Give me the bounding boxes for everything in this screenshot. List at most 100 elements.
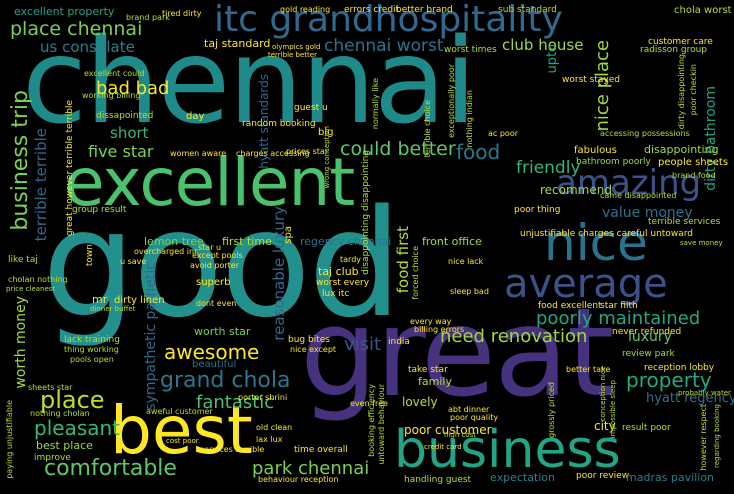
word-handling-guest: handling guest: [404, 475, 472, 485]
word-lovely: lovely: [402, 395, 438, 409]
word-business-trip: business trip: [8, 90, 33, 231]
word-brand-park: brand park: [126, 13, 170, 22]
word-need-renovation: need renovation: [440, 326, 588, 347]
word-impossible-sleep: impossible sleep: [609, 380, 617, 439]
word-great-however-terrible: great however terrible terrible: [65, 100, 75, 237]
word-dinner-buffet: dinner buffet: [90, 305, 136, 313]
word-fabulous: fabulous: [574, 145, 617, 156]
word-pleasant: pleasant: [34, 416, 121, 440]
word-disappointing-disappointing: disappointing disappointing: [361, 150, 371, 275]
word-excellent-property: excellent property: [14, 5, 115, 18]
word-dont-even: dont even: [196, 299, 237, 308]
word-behaviour-reception: behaviour reception: [258, 475, 339, 484]
word-day: day: [186, 111, 205, 122]
word-poor-thing: poor thing: [514, 205, 561, 215]
word-hyatt-regency: hyatt regency: [646, 391, 734, 406]
word-ac-poor: ac poor: [488, 129, 518, 138]
word-nice-lack: nice lack: [448, 257, 484, 266]
word-taj-club: taj club: [318, 265, 359, 278]
word-family: family: [418, 375, 452, 388]
word-services-terrible: services terrible: [200, 445, 265, 454]
word-group-result: group result: [72, 205, 127, 215]
word-town: town: [85, 244, 95, 267]
word-working-billing: working billing: [82, 91, 141, 100]
word-taj-standard: taj standard: [204, 37, 271, 50]
word-wrong-conception: wrong conception: [323, 126, 331, 189]
word-however-respect: however respect: [699, 404, 708, 471]
word-except-pools: except pools: [192, 251, 243, 260]
word-poor-quality: poor quality: [450, 413, 499, 422]
word-bathroom-poorly: bathroom poorly: [576, 157, 651, 167]
word-take-star: take star: [408, 365, 448, 375]
word-sheets-star: sheets star: [28, 383, 73, 392]
word-place-chennai: place chennai: [10, 18, 143, 40]
word-booking-efficiency: booking efficiency: [367, 384, 376, 457]
word-normally-like: normally like: [371, 78, 380, 130]
word-improve: improve: [34, 453, 71, 463]
word-review-park: review park: [622, 349, 675, 359]
word-city: city: [594, 419, 616, 433]
word-worth-money: worth money: [13, 296, 29, 389]
word-itc-grandhospitality: itc grandhospitality: [214, 0, 563, 40]
word-property: property: [626, 368, 712, 392]
word-chola-worst: chola worst: [674, 5, 732, 16]
word-recommend: recommend: [540, 183, 612, 197]
word-even-free: even free: [350, 399, 388, 408]
word-customer-care: customer care: [648, 37, 713, 47]
word-first-time: first time: [222, 235, 272, 248]
word-aweful-customer: aweful customer: [146, 407, 213, 416]
word-never-refunded: never refunded: [612, 327, 682, 337]
word-india: india: [388, 337, 410, 347]
word-food: food: [456, 140, 501, 164]
word-paying-unjustifiable: paying unjustifiable: [5, 400, 14, 479]
word-radisson-group: radisson group: [640, 45, 708, 55]
word-average: average: [504, 261, 668, 307]
word-regency-chennai: regency chennai: [300, 235, 392, 248]
word-billing-errors: billing errors: [414, 325, 465, 334]
word-luxury: luxury: [628, 329, 672, 345]
word-terrible-better: terrible better: [268, 51, 317, 59]
word-fantastic: fantastic: [196, 392, 275, 413]
word-us-consulate: us consulate: [40, 38, 135, 56]
word-forced-choice: forced choice: [411, 246, 420, 300]
word-front-office: front office: [422, 235, 482, 248]
word-errors-credit: errors credit: [344, 5, 400, 15]
word-probably-water: probably water: [678, 389, 731, 397]
word-price-cleanest: price cleanest: [6, 285, 56, 293]
word-gold-reading: gold reading: [280, 5, 331, 14]
word-chennai: chennai: [22, 12, 477, 150]
word-worst-times: worst times: [444, 45, 497, 55]
word-great: great: [300, 282, 615, 424]
word-untoward-behaviour: untoward behaviour: [377, 384, 386, 465]
word-conception-nice: conception nice: [599, 366, 607, 422]
word-big: big: [318, 127, 334, 138]
word-poorly-maintained: poorly maintained: [536, 308, 701, 329]
word-good: good: [42, 178, 402, 350]
word-spa: spa: [283, 226, 294, 244]
word-reception-lobby: reception lobby: [644, 363, 715, 373]
word-sympathetic-pathetic: sympathetic pathetic: [143, 262, 159, 411]
word-thing-working: thing working: [64, 345, 119, 354]
word-accessing-possessions: accessing possessions: [600, 129, 690, 138]
word-result-poor: result poor: [622, 423, 671, 433]
word-prices-star: prices star: [286, 147, 329, 156]
word-nice-except: nice except: [290, 345, 337, 354]
word-poor-checkin: poor checkin: [689, 64, 698, 116]
word-dissapointed: dissapointed: [96, 111, 154, 121]
word-people-sheets: people sheets: [658, 157, 729, 168]
word-sub-standard: sub standard: [498, 5, 557, 15]
word-poor-review: poor review: [576, 471, 630, 481]
word-best: best: [110, 392, 253, 469]
word-amazing: amazing: [556, 163, 702, 203]
word-friendly: friendly: [516, 158, 581, 178]
word-terrible-choice: terrible choice: [423, 100, 432, 158]
word-high-cost: high cost: [444, 431, 477, 439]
word-grand-chola: grand chola: [160, 368, 291, 393]
word-business: business: [394, 420, 621, 480]
word-could-better: could better: [340, 138, 456, 160]
word-lax-lux: lax lux: [256, 435, 283, 444]
word-grossly-priced: grossly priced: [547, 382, 556, 438]
word-time-overall: time overall: [294, 445, 348, 455]
word-dirty-linen: dirty linen: [114, 295, 165, 306]
